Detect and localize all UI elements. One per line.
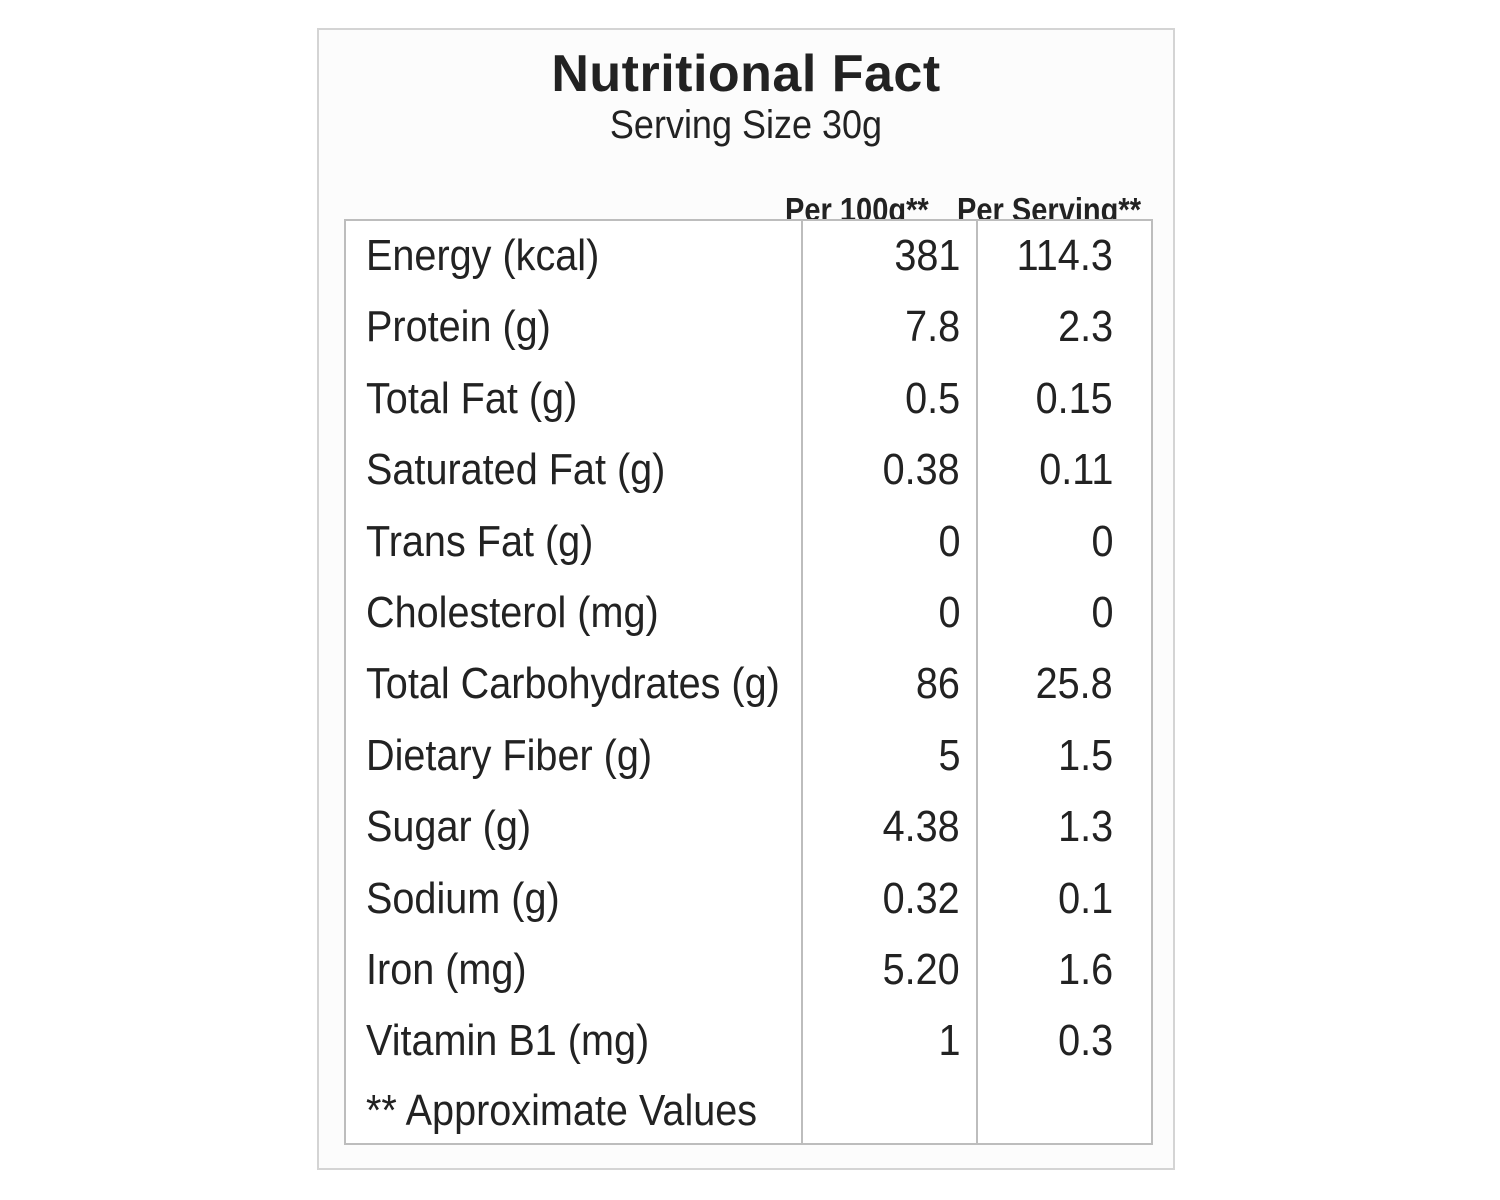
value-per-serving: 1.6 [1057, 944, 1113, 994]
nutrient-name: Saturated Fat (g) [366, 445, 666, 495]
value-per-serving: 0 [1090, 516, 1113, 566]
table-row: Iron (mg) 5.20 1.6 [346, 939, 1151, 1010]
nutrient-name: Iron (mg) [366, 944, 527, 994]
value-per-serving: 0.15 [1035, 373, 1113, 423]
table-row: Sugar (g) 4.38 1.3 [346, 796, 1151, 867]
column-divider [976, 221, 978, 1143]
value-per-100g: 0.5 [904, 373, 960, 423]
table-row: Cholesterol (mg) 0 0 [346, 582, 1151, 653]
value-per-serving: 114.3 [1016, 231, 1113, 280]
value-per-serving: 0.11 [1038, 445, 1113, 495]
nutrient-name: Vitamin B1 (mg) [366, 1016, 650, 1066]
value-per-serving: 1.3 [1057, 802, 1113, 852]
nutrition-rows: Energy (kcal) 381 114.3 Protein (g) 7.8 2.3 To… [346, 225, 1151, 1082]
footnote: ** Approximate Values [366, 1086, 758, 1135]
table-row: Vitamin B1 (mg) 1 0.3 [346, 1010, 1151, 1081]
value-per-100g: 1 [937, 1016, 960, 1066]
label-title: Nutritional Fact [551, 45, 941, 103]
nutrient-name: Total Fat (g) [366, 373, 578, 423]
value-per-100g: 0.32 [882, 873, 960, 923]
nutrient-name: Total Carbohydrates (g) [366, 659, 780, 709]
table-row: Energy (kcal) 381 114.3 [346, 225, 1151, 296]
nutrition-label: Nutritional Fact Serving Size 30g Per 10… [317, 28, 1175, 1170]
value-per-100g: 0 [937, 516, 960, 566]
value-per-100g: 5.20 [882, 944, 960, 994]
nutrient-name: Protein (g) [366, 302, 551, 352]
table-row: Sodium (g) 0.32 0.1 [346, 868, 1151, 939]
value-per-100g: 5 [937, 730, 960, 780]
value-per-100g: 0 [937, 587, 960, 637]
value-per-serving: 2.3 [1057, 302, 1113, 352]
value-per-serving: 0.3 [1057, 1016, 1113, 1066]
value-per-serving: 0.1 [1057, 873, 1113, 923]
value-per-100g: 381 [893, 231, 960, 280]
nutrient-name: Dietary Fiber (g) [366, 730, 653, 780]
value-per-serving: 25.8 [1035, 659, 1113, 709]
nutrient-name: Trans Fat (g) [366, 516, 594, 566]
nutrition-table: Energy (kcal) 381 114.3 Protein (g) 7.8 2.3 To… [344, 219, 1153, 1145]
value-per-100g: 4.38 [882, 802, 960, 852]
serving-size: Serving Size 30g [609, 103, 883, 147]
nutrient-name: Sodium (g) [366, 873, 560, 923]
nutrient-name: Energy (kcal) [366, 231, 600, 280]
value-per-serving: 1.5 [1057, 730, 1113, 780]
value-per-100g: 0.38 [882, 445, 960, 495]
nutrient-name: Cholesterol (mg) [366, 587, 659, 637]
table-row: Saturated Fat (g) 0.38 0.11 [346, 439, 1151, 510]
table-row: Dietary Fiber (g) 5 1.5 [346, 725, 1151, 796]
value-per-100g: 86 [915, 659, 960, 709]
table-row: Protein (g) 7.8 2.3 [346, 296, 1151, 367]
table-row: Trans Fat (g) 0 0 [346, 511, 1151, 582]
table-row: Total Fat (g) 0.5 0.15 [346, 368, 1151, 439]
nutrient-name: Sugar (g) [366, 802, 532, 852]
table-row: Total Carbohydrates (g) 86 25.8 [346, 653, 1151, 724]
value-per-100g: 7.8 [904, 302, 960, 352]
value-per-serving: 0 [1090, 587, 1113, 637]
column-divider [801, 221, 803, 1143]
